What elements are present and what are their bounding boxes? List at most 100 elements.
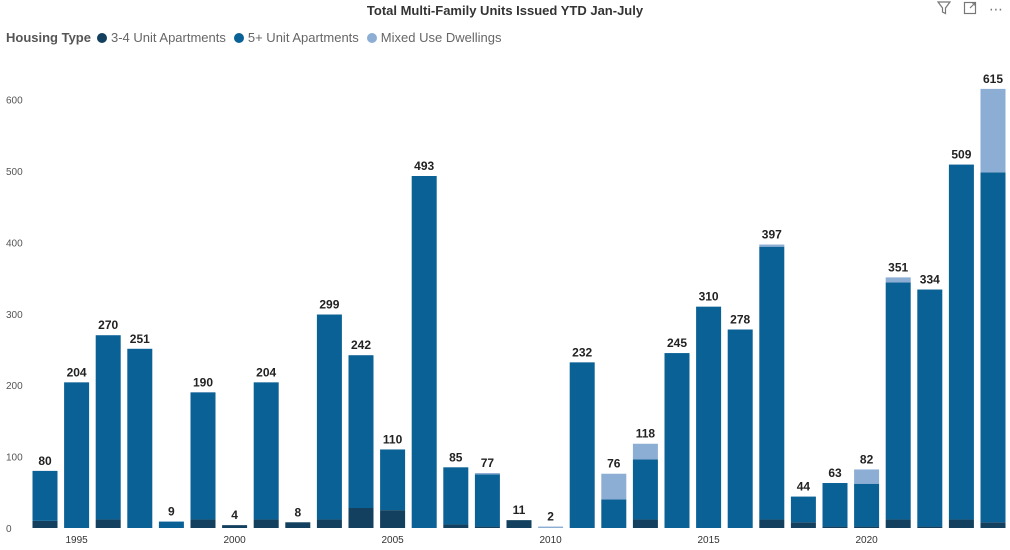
data-label-2017: 397 <box>762 228 782 242</box>
data-label-2010: 2 <box>547 510 554 524</box>
y-tick-label: 100 <box>6 453 23 464</box>
bar-segment-3-4-unit-2005[interactable] <box>380 510 406 528</box>
bar-segment-3-4-unit-1999[interactable] <box>190 519 216 528</box>
y-tick-label: 500 <box>6 167 23 178</box>
data-label-2015: 310 <box>699 290 719 304</box>
bar-segment-3-4-unit-1996[interactable] <box>95 519 121 528</box>
bar-segment-5-plus-unit-2004[interactable] <box>348 355 374 509</box>
bar-segment-mixed-use-2013[interactable] <box>632 443 658 460</box>
bar-segment-3-4-unit-2004[interactable] <box>348 508 374 528</box>
legend-marker-3-4-unit <box>96 32 107 43</box>
bar-segment-5-plus-unit-2024[interactable] <box>980 172 1006 523</box>
bar-segment-3-4-unit-2019[interactable] <box>822 526 848 528</box>
bar-segment-5-plus-unit-2016[interactable] <box>727 329 753 528</box>
x-tick-label: 2015 <box>697 535 720 546</box>
bar-segment-5-plus-unit-2006[interactable] <box>411 175 437 529</box>
more-options-icon[interactable]: ⋯ <box>989 1 1003 17</box>
legend-title: Housing Type <box>6 30 91 45</box>
bar-segment-3-4-unit-2002[interactable] <box>285 522 311 528</box>
bar-segment-3-4-unit-2018[interactable] <box>790 522 816 528</box>
bar-segment-5-plus-unit-2011[interactable] <box>569 362 595 528</box>
y-tick-label: 0 <box>6 524 12 535</box>
bar-segment-5-plus-unit-1997[interactable] <box>127 348 153 528</box>
bar-segment-mixed-use-2012[interactable] <box>601 473 627 500</box>
x-tick-label: 2005 <box>381 535 404 546</box>
data-label-2001: 204 <box>256 365 276 379</box>
bar-segment-5-plus-unit-2008[interactable] <box>474 474 500 527</box>
data-label-2019: 63 <box>828 466 842 480</box>
data-label-2018: 44 <box>797 480 811 494</box>
bar-segment-5-plus-unit-2017[interactable] <box>759 246 785 520</box>
bar-segment-5-plus-unit-1994[interactable] <box>32 470 58 521</box>
bar-segment-5-plus-unit-2007[interactable] <box>443 467 469 525</box>
bar-segment-5-plus-unit-2013[interactable] <box>632 459 658 520</box>
bar-segment-5-plus-unit-2023[interactable] <box>948 164 974 520</box>
bar-segment-3-4-unit-2000[interactable] <box>222 525 248 528</box>
data-label-1995: 204 <box>67 365 87 379</box>
legend-marker-mixed-use <box>366 32 377 43</box>
bar-segment-5-plus-unit-2020[interactable] <box>854 483 880 527</box>
bar-segment-5-plus-unit-1999[interactable] <box>190 392 216 520</box>
bar-segment-5-plus-unit-2014[interactable] <box>664 353 690 528</box>
bar-segment-3-4-unit-2020[interactable] <box>854 526 880 528</box>
x-tick-label: 2010 <box>539 535 562 546</box>
legend-item-5-plus-unit[interactable]: 5+ Unit Apartments <box>233 30 359 45</box>
data-label-2014: 245 <box>667 336 687 350</box>
bar-segment-5-plus-unit-2005[interactable] <box>380 449 406 511</box>
bar-segment-3-4-unit-2017[interactable] <box>759 519 785 528</box>
bar-segment-3-4-unit-2009[interactable] <box>506 520 532 528</box>
bar-segment-3-4-unit-2024[interactable] <box>980 522 1006 528</box>
data-label-2003: 299 <box>319 298 339 312</box>
legend-label-5-plus-unit: 5+ Unit Apartments <box>247 30 359 45</box>
x-tick-label: 2000 <box>223 535 246 546</box>
data-label-2012: 76 <box>607 457 621 471</box>
bar-segment-3-4-unit-2013[interactable] <box>632 519 658 528</box>
bar-segment-5-plus-unit-2012[interactable] <box>601 499 627 528</box>
bar-segment-mixed-use-2024[interactable] <box>980 88 1006 173</box>
data-label-1994: 80 <box>38 454 52 468</box>
bar-segment-3-4-unit-2007[interactable] <box>443 524 469 528</box>
bar-segment-mixed-use-2010[interactable] <box>538 526 564 528</box>
bar-segment-3-4-unit-2023[interactable] <box>948 519 974 528</box>
filter-icon[interactable] <box>936 1 952 17</box>
bar-segment-5-plus-unit-1995[interactable] <box>64 382 90 528</box>
y-tick-label: 200 <box>6 381 23 392</box>
bar-segment-5-plus-unit-2015[interactable] <box>696 306 722 528</box>
bar-segment-5-plus-unit-2001[interactable] <box>253 382 279 520</box>
y-tick-label: 400 <box>6 238 23 249</box>
bar-segment-5-plus-unit-2018[interactable] <box>790 496 816 523</box>
y-tick-label: 600 <box>6 96 23 107</box>
bar-segment-mixed-use-2017[interactable] <box>759 244 785 247</box>
focus-mode-icon[interactable] <box>962 1 978 17</box>
bar-segment-5-plus-unit-2021[interactable] <box>885 282 911 520</box>
bar-segment-mixed-use-2021[interactable] <box>885 277 911 283</box>
bar-segment-3-4-unit-2003[interactable] <box>316 519 342 528</box>
bar-segment-3-4-unit-1994[interactable] <box>32 520 58 528</box>
data-label-2006: 493 <box>414 159 434 173</box>
bar-segment-3-4-unit-2008[interactable] <box>474 526 500 528</box>
bar-segment-5-plus-unit-1996[interactable] <box>95 335 121 520</box>
chart-title: Total Multi-Family Units Issued YTD Jan-… <box>366 3 644 18</box>
bar-segment-mixed-use-2008[interactable] <box>474 473 500 475</box>
data-label-2023: 509 <box>951 148 971 162</box>
y-tick-label: 300 <box>6 310 23 321</box>
bar-segment-5-plus-unit-2003[interactable] <box>316 314 342 520</box>
x-tick-label: 2020 <box>855 535 878 546</box>
data-label-2008: 77 <box>481 456 495 470</box>
bar-segment-mixed-use-2020[interactable] <box>854 469 880 484</box>
legend-marker-5-plus-unit <box>233 32 244 43</box>
data-label-2022: 334 <box>920 273 940 287</box>
bar-segment-5-plus-unit-2022[interactable] <box>917 289 943 527</box>
data-label-2005: 110 <box>383 432 403 446</box>
legend-item-mixed-use[interactable]: Mixed Use Dwellings <box>366 30 501 45</box>
bar-segment-3-4-unit-2021[interactable] <box>885 519 911 528</box>
legend-item-3-4-unit[interactable]: 3-4 Unit Apartments <box>96 30 226 45</box>
data-label-2000: 4 <box>231 508 238 522</box>
bar-segment-3-4-unit-2001[interactable] <box>253 519 279 528</box>
data-label-1996: 270 <box>98 318 118 332</box>
bar-segment-3-4-unit-2022[interactable] <box>917 526 943 528</box>
bar-segment-5-plus-unit-2019[interactable] <box>822 483 848 527</box>
x-tick-label: 1995 <box>65 535 88 546</box>
bar-segment-5-plus-unit-1998[interactable] <box>158 521 184 528</box>
